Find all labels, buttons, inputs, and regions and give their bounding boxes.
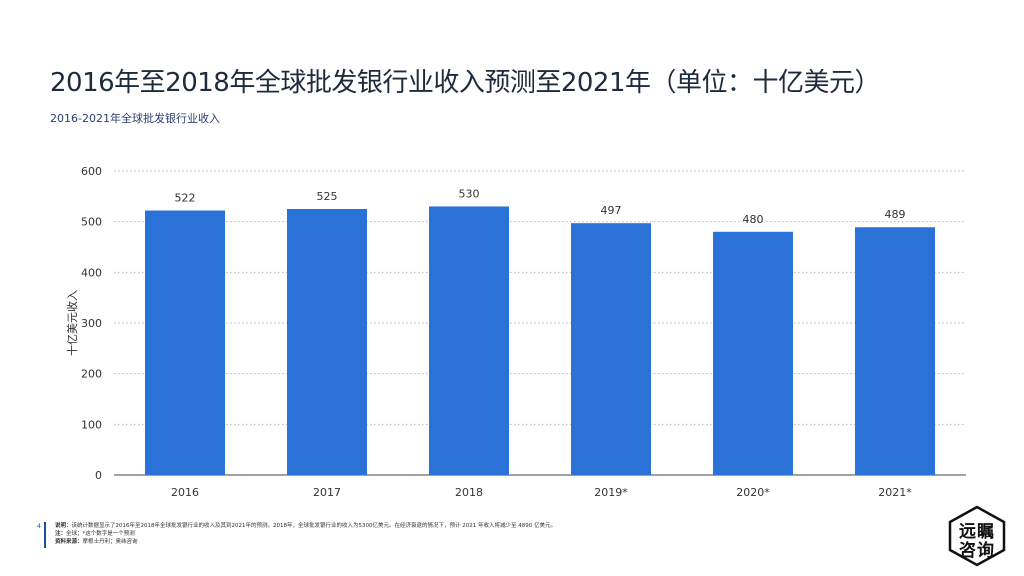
note-text: 全球；*这个数字是一个预测 [66, 531, 135, 537]
bar [287, 209, 367, 475]
y-tick-label: 0 [95, 469, 102, 482]
data-label: 489 [885, 208, 906, 221]
y-tick-label: 100 [81, 418, 102, 431]
company-logo: 远瞩 咨询 [946, 505, 1008, 567]
y-tick-label: 500 [81, 216, 102, 229]
bars [145, 206, 935, 475]
y-tick-label: 400 [81, 266, 102, 279]
forecast-note: 注：全球；*这个数字是一个预测 [55, 530, 135, 538]
bar [429, 206, 509, 475]
logo-frame-icon [948, 505, 1006, 567]
note-label: 注： [55, 531, 67, 537]
y-tick-label: 200 [81, 368, 102, 381]
description-note: 说明：该统计数据显示了2016年至2018年全球批发银行业的收入及其到2021年… [55, 522, 556, 530]
x-tick-label: 2020* [736, 486, 770, 499]
data-label: 525 [317, 190, 338, 203]
bar-chart: 522 525 530 497 480 489 0 100 200 300 400 500 600 20… [65, 165, 966, 499]
bar [713, 231, 793, 475]
source-label: 资料来源： [55, 539, 83, 545]
data-label: 530 [459, 187, 480, 200]
logo-line-1: 远瞩 [959, 522, 995, 542]
y-tick-label: 600 [81, 165, 102, 178]
data-label: 522 [175, 192, 196, 205]
description-text: 该统计数据显示了2016年至2018年全球批发银行业的收入及其到2021年的预测… [71, 523, 556, 529]
x-tick-label: 2016 [171, 486, 199, 499]
data-labels: 522 525 530 497 480 489 [175, 187, 906, 225]
chart-title: 2016年至2018年全球批发银行业收入预测至2021年（单位：十亿美元） [50, 68, 881, 98]
page-divider [44, 522, 46, 548]
x-tick-label: 2018 [455, 486, 483, 499]
source-text: 摩根士丹利；奥纬咨询 [82, 539, 138, 545]
x-tick-label: 2021* [878, 486, 912, 499]
axis-ticks: 0 100 200 300 400 500 600 2016 2017 2018 2019* 2020… [81, 165, 912, 499]
bar [145, 210, 225, 475]
data-label: 480 [743, 213, 764, 226]
y-axis-label: 十亿美元收入 [65, 290, 79, 356]
description-label: 说明： [55, 523, 72, 529]
grid-lines [114, 170, 966, 476]
x-tick-label: 2017 [313, 486, 341, 499]
source-note: 资料来源：摩根士丹利；奥纬咨询 [55, 538, 138, 546]
page-number: 4 [37, 523, 41, 530]
logo-line-2: 咨询 [959, 541, 995, 561]
x-tick-label: 2019* [594, 486, 628, 499]
bar [571, 223, 651, 475]
data-label: 497 [601, 204, 622, 217]
y-tick-label: 300 [81, 317, 102, 330]
chart-subtitle: 2016-2021年全球批发银行业收入 [50, 112, 220, 125]
bar [855, 227, 935, 475]
